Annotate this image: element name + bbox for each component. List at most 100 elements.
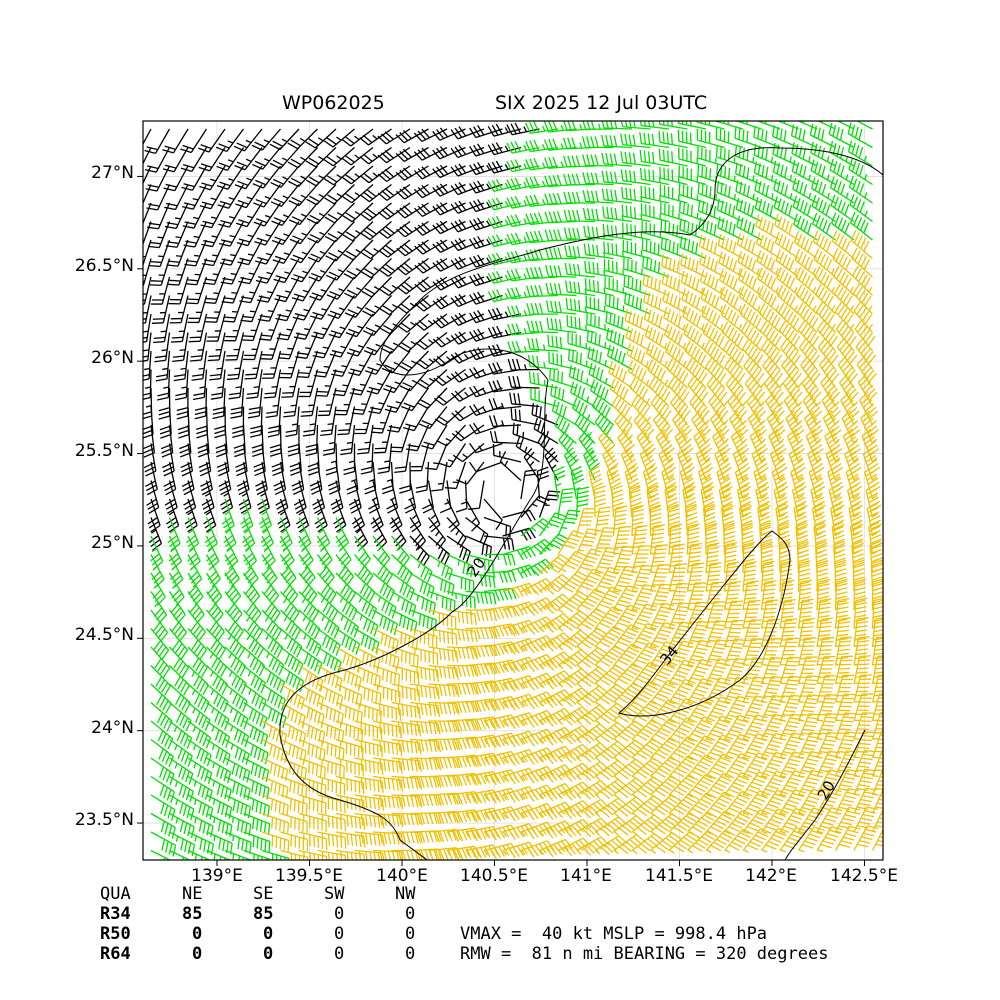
wind-barb	[483, 605, 517, 620]
wind-barb	[361, 276, 392, 298]
wind-barb	[224, 701, 249, 730]
wind-barb	[226, 350, 245, 381]
wind-barb	[469, 273, 503, 287]
wind-barb	[465, 807, 499, 823]
wind-barb	[487, 215, 522, 229]
wind-barb	[244, 350, 263, 380]
wind-barb	[469, 125, 503, 139]
wind-barb	[224, 757, 251, 783]
wind-barb	[155, 350, 171, 382]
wind-barb	[243, 738, 269, 765]
wind-barb	[224, 609, 244, 642]
wind-barb	[853, 301, 874, 333]
wind-barb	[539, 651, 573, 671]
wind-barb	[312, 332, 337, 359]
wind-barb	[163, 461, 177, 496]
wind-barb	[334, 387, 356, 416]
wind-barb	[502, 601, 536, 617]
wind-barb	[753, 143, 781, 167]
lon-tick-label: 141.5°E	[645, 866, 713, 886]
wind-barb	[243, 609, 263, 641]
wind-barb	[428, 810, 461, 824]
wind-barb	[539, 593, 572, 614]
wind-barb	[601, 188, 633, 204]
wind-barb	[628, 484, 643, 518]
wind-barb	[169, 757, 194, 785]
wind-barb	[380, 313, 411, 335]
wind-barb	[797, 713, 821, 741]
wind-barb	[364, 350, 393, 375]
wind-barb	[660, 237, 688, 260]
wind-barb	[539, 574, 572, 595]
wind-barb	[428, 627, 458, 646]
wind-barb	[143, 332, 152, 362]
wind-barb	[391, 812, 423, 826]
table-header-sw: SW	[324, 884, 345, 904]
wind-barb	[428, 664, 459, 680]
wind-barb	[483, 732, 518, 749]
wind-barb	[502, 582, 536, 599]
wind-barb	[520, 653, 555, 673]
wind-barb	[302, 406, 319, 437]
wind-barb	[340, 424, 356, 456]
wind-barb	[206, 775, 232, 802]
wind-barb	[801, 374, 822, 407]
wind-barb	[871, 617, 883, 648]
wind-barb	[335, 812, 366, 830]
wind-barb	[224, 738, 250, 765]
wind-barb	[298, 812, 327, 833]
wind-barb	[533, 417, 559, 445]
wind-barb	[271, 221, 300, 245]
wind-barb	[267, 406, 282, 438]
wind-barb	[679, 218, 707, 241]
wind-barb	[298, 591, 319, 622]
wind-barb	[206, 720, 231, 748]
wind-barb	[450, 293, 485, 308]
wind-barb	[391, 646, 419, 668]
lon-tick-label: 139.5°E	[275, 866, 343, 886]
wind-barb	[715, 121, 744, 130]
wind-barb	[639, 132, 670, 149]
r50-sw: 0	[334, 924, 345, 944]
wind-barb	[551, 399, 577, 426]
wind-barb	[834, 750, 858, 778]
wind-barb	[427, 517, 446, 550]
wind-barb	[487, 289, 522, 303]
wind-barb	[483, 677, 518, 694]
wind-barb	[317, 591, 339, 622]
wind-barb	[693, 428, 713, 463]
storm-id-title: WP062025	[282, 92, 385, 114]
wind-barb	[165, 221, 189, 248]
wind-barb	[364, 461, 377, 495]
wind-barb	[181, 461, 195, 496]
wind-barb	[298, 775, 327, 797]
wind-barb	[279, 572, 299, 605]
wind-barb	[307, 443, 320, 476]
wind-barb	[150, 683, 172, 714]
wind-barb	[324, 184, 355, 205]
wind-barb	[290, 239, 319, 264]
wind-barb	[391, 572, 415, 601]
wind-barb	[261, 720, 288, 746]
wind-barb	[520, 672, 555, 691]
wind-barb	[223, 517, 237, 551]
wind-barb	[379, 295, 411, 316]
wind-barb	[620, 169, 651, 186]
wind-barb	[741, 338, 764, 370]
wind-barb	[298, 831, 328, 850]
wind-barb	[450, 219, 485, 233]
wind-barb	[317, 609, 340, 639]
wind-barb	[354, 683, 382, 706]
rmw-bearing-readout: RMW = 81 n mi BEARING = 320 degrees	[460, 944, 829, 964]
wind-barb	[778, 320, 801, 352]
wind-barb	[611, 485, 625, 518]
wind-barb	[236, 221, 263, 247]
storm-datetime-title: SIX 2025 12 Jul 03UTC	[495, 92, 708, 114]
wind-barb	[320, 406, 337, 437]
lat-tick-label: 25.5°N	[74, 441, 134, 461]
wind-barb	[359, 165, 392, 184]
wind-barb	[409, 498, 422, 533]
wind-barb	[465, 626, 498, 640]
wind-barb	[314, 498, 328, 533]
wind-barb	[189, 332, 208, 362]
